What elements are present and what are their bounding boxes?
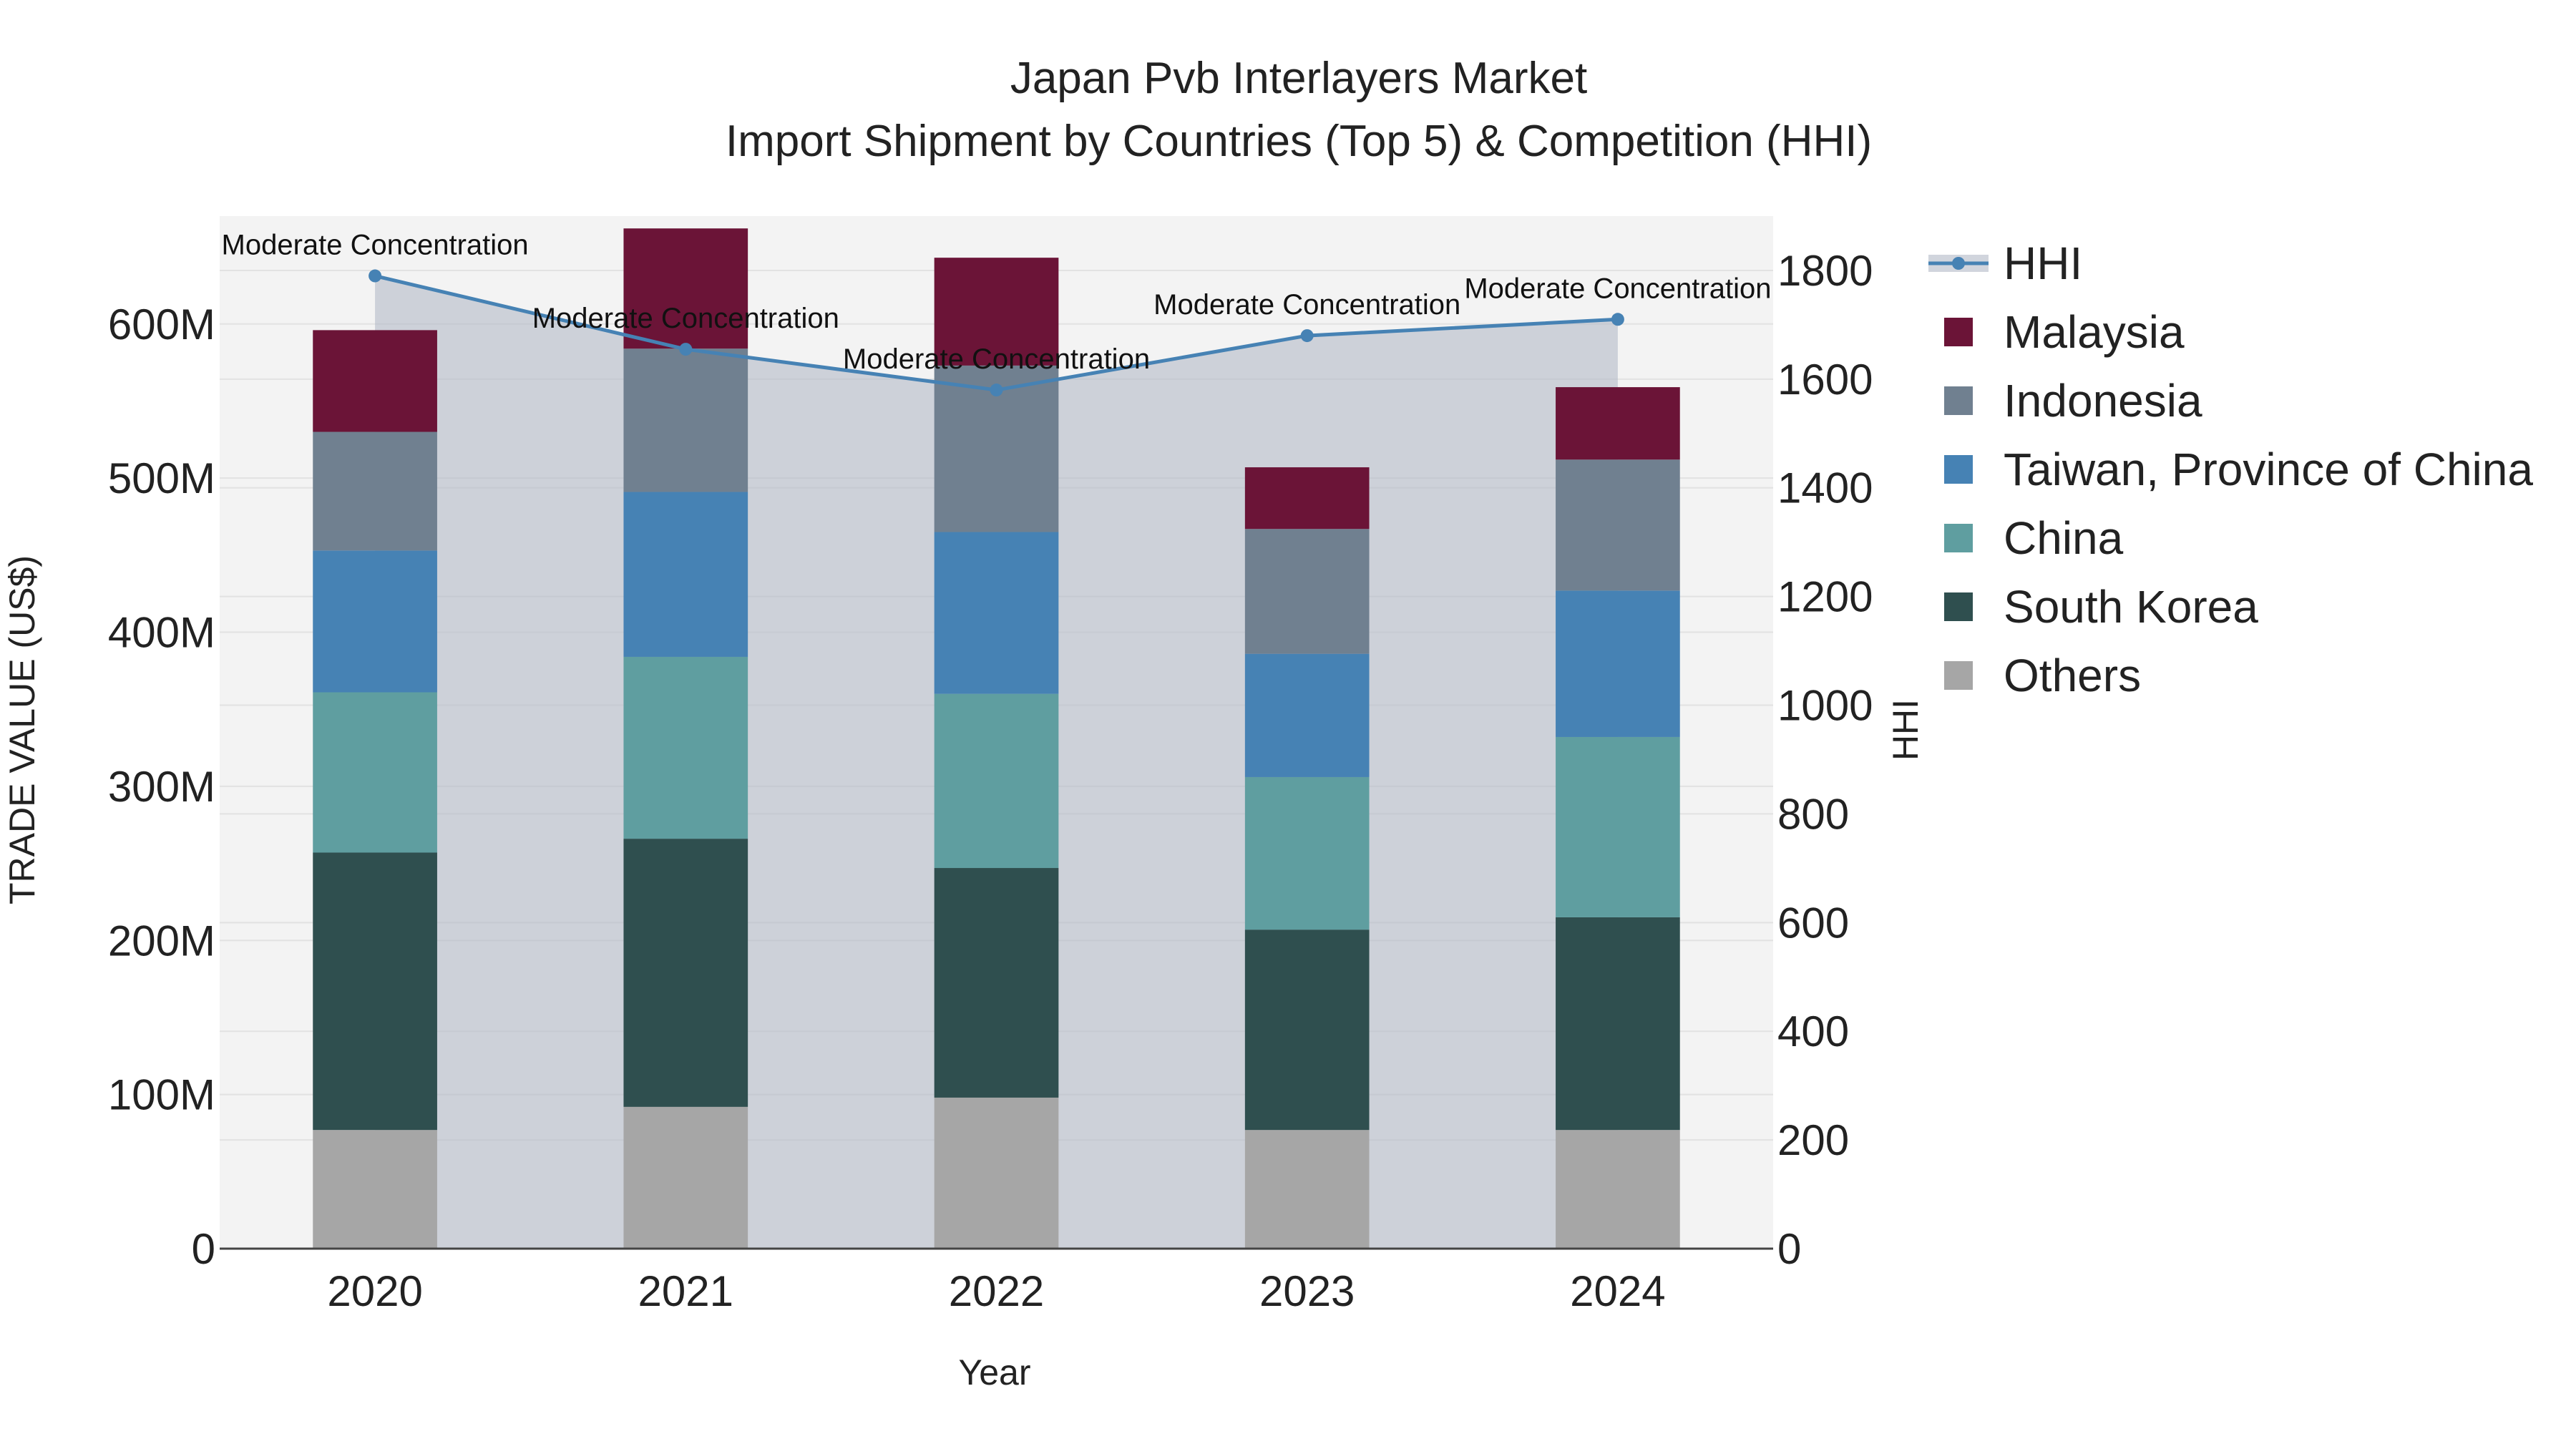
- y-tick-label: 400M: [108, 609, 215, 657]
- bar-taiwan-province-of-china-2022: [934, 532, 1059, 694]
- hhi-point-2023: [1300, 329, 1314, 343]
- bar-china-2020: [313, 692, 437, 853]
- y-tick-label: 100M: [108, 1071, 215, 1119]
- y2-tick-label: 0: [1777, 1225, 1801, 1273]
- bar-malaysia-2023: [1244, 467, 1370, 530]
- bar-malaysia-2021: [623, 228, 748, 349]
- bar-south-korea-2020: [313, 852, 437, 1131]
- hhi-annotation-2020: Moderate Concentration: [222, 230, 529, 261]
- bar-malaysia-2020: [313, 330, 437, 432]
- hhi-point-2020: [369, 269, 382, 283]
- legend-label-malaysia: Malaysia: [2004, 306, 2185, 358]
- bar-taiwan-province-of-china-2020: [313, 550, 437, 693]
- bar-south-korea-2022: [934, 868, 1059, 1098]
- y2-tick-label: 1200: [1777, 573, 1873, 621]
- bar-others-2024: [1556, 1130, 1680, 1249]
- x-tick-label: 2024: [1570, 1267, 1665, 1315]
- x-tick-label: 2021: [638, 1267, 733, 1315]
- legend-label-south-korea: South Korea: [2004, 581, 2258, 633]
- legend-swatch-china: [1944, 524, 1973, 552]
- y2-tick-label: 400: [1777, 1008, 1849, 1055]
- hhi-annotation-2023: Moderate Concentration: [1153, 289, 1460, 321]
- legend-hhi-marker: [1952, 257, 1965, 270]
- y2-axis-title: HHI: [1885, 699, 1926, 761]
- y2-tick-label: 1400: [1777, 464, 1873, 512]
- y2-axis-ticks: 0 200 400 600 800 1000 1200 1400 1600 1800: [1777, 247, 1873, 1273]
- legend-label-others: Others: [2004, 650, 2141, 701]
- bar-taiwan-province-of-china-2023: [1244, 653, 1370, 777]
- bar-others-2020: [313, 1130, 437, 1249]
- bar-indonesia-2020: [313, 431, 437, 551]
- legend-swatch-south-korea: [1944, 592, 1973, 621]
- bar-china-2022: [934, 693, 1059, 869]
- legend-swatch-malaysia: [1944, 318, 1973, 346]
- hhi-points: [369, 269, 1624, 397]
- hhi-annotation-2024: Moderate Concentration: [1464, 273, 1771, 304]
- bar-taiwan-province-of-china-2021: [623, 492, 748, 657]
- x-axis-title: Year: [958, 1352, 1030, 1392]
- y-tick-label: 0: [192, 1225, 215, 1273]
- bar-others-2021: [623, 1106, 748, 1249]
- legend: HHI Malaysia Indonesia Taiwan, Province of …: [1928, 238, 2533, 701]
- y-tick-label: 300M: [108, 763, 215, 811]
- bar-indonesia-2021: [623, 348, 748, 492]
- x-axis-ticks: 2020 2021 2022 2023 2024: [327, 1267, 1665, 1315]
- bar-others-2023: [1244, 1130, 1370, 1249]
- bar-others-2022: [934, 1097, 1059, 1249]
- y2-tick-label: 1800: [1777, 247, 1873, 295]
- y-axis-ticks: 0 100M 200M 300M 400M 500M 600M: [108, 301, 215, 1273]
- hhi-point-2024: [1611, 313, 1624, 326]
- bar-indonesia-2024: [1556, 459, 1680, 591]
- bar-china-2024: [1556, 736, 1680, 917]
- y-axis-title: TRADE VALUE (US$): [2, 555, 42, 904]
- bar-malaysia-2022: [934, 258, 1059, 366]
- bar-taiwan-province-of-china-2024: [1556, 590, 1680, 737]
- hhi-annotation-2022: Moderate Concentration: [843, 343, 1150, 375]
- bars: [313, 228, 1680, 1249]
- y2-tick-label: 200: [1777, 1116, 1849, 1164]
- x-tick-label: 2020: [327, 1267, 422, 1315]
- y2-tick-label: 1000: [1777, 682, 1873, 730]
- x-tick-label: 2022: [949, 1267, 1044, 1315]
- hhi-point-2021: [679, 343, 693, 356]
- chart-title-line2: Import Shipment by Countries (Top 5) & C…: [726, 117, 1872, 166]
- hhi-annotation-2021: Moderate Concentration: [532, 303, 839, 334]
- bar-south-korea-2024: [1556, 917, 1680, 1131]
- legend-label-taiwan-province-of-china: Taiwan, Province of China: [2004, 444, 2533, 495]
- legend-swatch-taiwan-province-of-china: [1944, 455, 1973, 484]
- legend-swatch-others: [1944, 661, 1973, 690]
- bar-china-2021: [623, 656, 748, 839]
- legend-label-china: China: [2004, 512, 2124, 564]
- hhi-point-2022: [990, 384, 1003, 397]
- chart-title-line1: Japan Pvb Interlayers Market: [1010, 54, 1587, 103]
- x-tick-label: 2023: [1259, 1267, 1355, 1315]
- y-tick-label: 500M: [108, 454, 215, 502]
- y2-tick-label: 600: [1777, 899, 1849, 947]
- bar-malaysia-2024: [1556, 387, 1680, 460]
- y-tick-label: 600M: [108, 301, 215, 348]
- bar-south-korea-2021: [623, 839, 748, 1107]
- bar-china-2023: [1244, 776, 1370, 930]
- legend-swatch-indonesia: [1944, 386, 1973, 415]
- bar-indonesia-2023: [1244, 529, 1370, 654]
- bar-south-korea-2023: [1244, 930, 1370, 1131]
- y2-tick-label: 1600: [1777, 356, 1873, 404]
- legend-label-hhi: HHI: [2004, 238, 2082, 289]
- legend-label-indonesia: Indonesia: [2004, 375, 2202, 426]
- y-tick-label: 200M: [108, 917, 215, 965]
- y2-tick-label: 800: [1777, 790, 1849, 838]
